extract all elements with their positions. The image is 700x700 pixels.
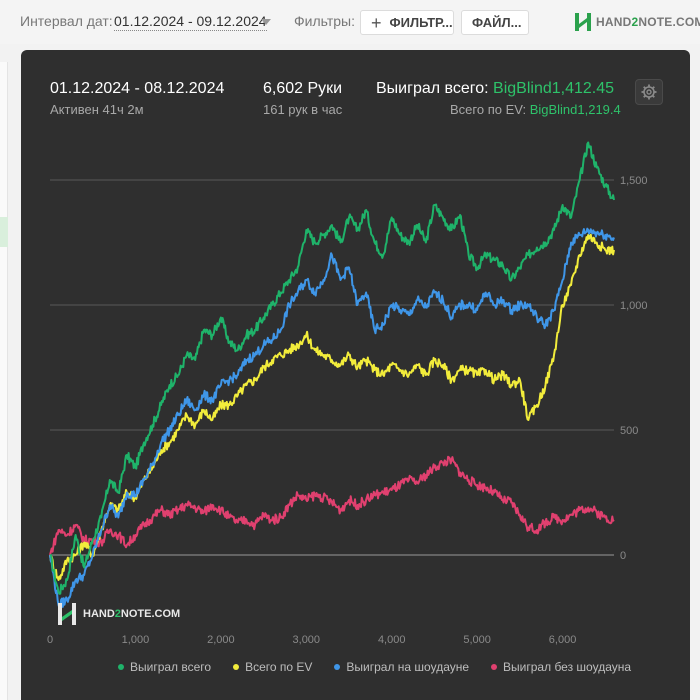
won-total-line <box>49 141 615 595</box>
legend-label-non-showdown: Выиграл без шоудауна <box>503 660 632 674</box>
logo-text-part2: 2 <box>631 15 639 29</box>
left-sidebar-strip <box>0 62 8 700</box>
interval-label: Интервал дат: <box>20 13 113 29</box>
y-tick-label: 500 <box>620 425 638 437</box>
x-tick-label: 4,000 <box>378 634 406 646</box>
date-range: 01.12.2024 - 08.12.2024 <box>50 80 225 97</box>
legend-item-won-total[interactable]: Выиграл всего <box>118 660 211 674</box>
chart-series <box>49 141 615 610</box>
watermark-part2: 2 <box>114 608 121 620</box>
won-total-value: BigBlind1,412.45 <box>493 80 615 97</box>
chart-legend: Выиграл всего Всего по EV Выиграл на шоу… <box>118 660 653 674</box>
x-tick-label: 0 <box>47 634 53 646</box>
non-showdown-line <box>49 455 615 556</box>
legend-dot-won-total <box>118 664 124 670</box>
legend-dot-ev <box>233 664 240 670</box>
legend-label-showdown: Выиграл на шоудауне <box>346 660 470 674</box>
legend-item-showdown[interactable]: Выиграл на шоудауне <box>334 660 469 674</box>
watermark-part3: NOTE.COM <box>120 608 181 620</box>
legend-label-ev: Всего по EV <box>245 660 313 674</box>
filters-label: Фильтры: <box>294 13 355 29</box>
legend-item-non-showdown[interactable]: Выиграл без шоудауна <box>491 660 631 674</box>
files-button[interactable]: ФАЙЛ... <box>461 10 529 35</box>
x-tick-label: 3,000 <box>293 634 321 646</box>
ev-total-value: BigBlind1,219.41 <box>529 102 621 117</box>
ev-total: Всего по EV: BigBlind1,219.41 <box>450 102 621 117</box>
x-tick-label: 6,000 <box>549 634 577 646</box>
chart-watermark: HAND2NOTE.COM <box>56 602 180 626</box>
add-filter-label: ФИЛЬТР... <box>389 15 453 30</box>
x-tick-label: 1,000 <box>122 634 150 646</box>
hands-per-hour: 161 рук в час <box>263 102 343 117</box>
files-label: ФАЙЛ... <box>472 15 522 30</box>
chart-ticks: 0 500 1,000 1,500 0 1,000 2,000 3,000 4,000 5,000… <box>47 175 648 646</box>
gear-icon <box>641 84 657 100</box>
y-tick-label: 1,000 <box>620 300 648 312</box>
hands-count: 6,602 Руки <box>263 80 343 97</box>
showdown-line <box>49 227 615 610</box>
plus-icon: + <box>371 12 382 33</box>
y-tick-label: 0 <box>620 550 626 562</box>
legend-item-ev[interactable]: Всего по EV <box>233 660 312 674</box>
x-tick-label: 5,000 <box>463 634 491 646</box>
legend-label-won-total: Выиграл всего <box>130 660 212 674</box>
chart-grid <box>50 179 614 556</box>
add-filter-button[interactable]: + ФИЛЬТР... <box>360 10 454 35</box>
watermark-part1: HAND <box>83 608 115 620</box>
y-tick-label: 1,500 <box>620 175 648 187</box>
graph-panel <box>21 50 690 700</box>
logo-text-part1: HAND <box>596 15 632 29</box>
won-total-label: Выиграл всего: <box>376 80 489 97</box>
hand2note-watermark-icon <box>58 603 76 625</box>
x-tick-label: 2,000 <box>207 634 235 646</box>
legend-dot-showdown <box>334 664 341 670</box>
top-toolbar: Интервал дат: 01.12.2024 - 09.12.2024 Фи… <box>0 0 700 44</box>
hand2note-logo-icon <box>575 13 591 31</box>
chevron-down-icon[interactable] <box>261 19 271 25</box>
logo-text-part3: NOTE.COM <box>638 15 700 29</box>
legend-dot-non-showdown <box>491 664 498 670</box>
settings-button[interactable] <box>635 79 663 105</box>
date-interval-dropdown[interactable]: 01.12.2024 - 09.12.2024 <box>114 13 267 31</box>
ev-total-label: Всего по EV: <box>450 102 527 117</box>
active-time: Активен 41ч 2м <box>50 102 144 117</box>
won-total: Выиграл всего: BigBlind1,412.45 <box>376 80 621 98</box>
hand2note-logo[interactable]: HAND2NOTE.COM <box>574 12 700 32</box>
